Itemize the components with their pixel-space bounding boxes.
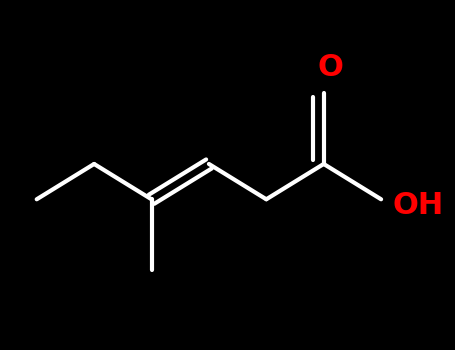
- Text: OH: OH: [392, 191, 443, 220]
- Text: O: O: [318, 53, 343, 82]
